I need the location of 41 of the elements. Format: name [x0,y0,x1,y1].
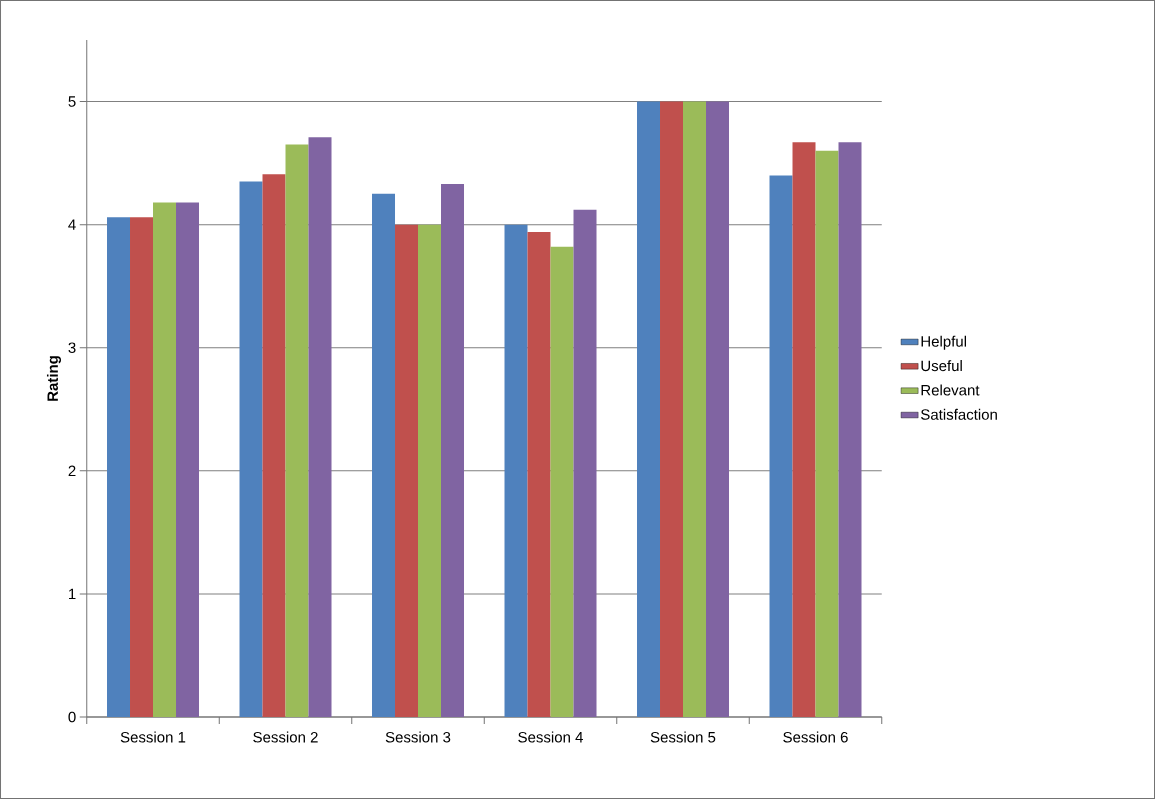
bar [285,144,309,717]
y-tick-label: 1 [69,588,76,600]
bar [660,101,684,717]
bar [176,202,200,717]
x-tick-label: Session 6 [783,731,848,743]
y-tick-label: 2 [68,465,76,477]
y-tick-label: 3 [68,342,76,354]
legend-label: Satisfaction [921,408,997,420]
x-tick-label: Session 2 [253,731,318,743]
y-tick-label: 5 [68,96,76,107]
x-tick-label: Session 4 [518,731,583,743]
bar [637,101,661,717]
bar [706,101,730,717]
x-tick-label: Session 5 [650,731,716,743]
bar [683,101,707,717]
bar [573,209,597,717]
bar [550,246,574,717]
bar [239,181,263,717]
bar [107,217,131,717]
y-axis-title: Rating [46,356,62,401]
y-tick-label: 0 [68,711,76,723]
x-tick-label: Session 1 [120,731,186,743]
bar [130,217,154,717]
bar [395,224,419,717]
legend-label: Useful [921,360,962,372]
bar [815,150,839,717]
bar [372,193,396,717]
bar [308,137,332,717]
legend-label: Helpful [921,335,966,350]
bar [153,202,177,717]
x-tick-label: Session 3 [385,731,451,743]
bar [418,224,442,717]
bar [441,184,465,717]
bar [769,175,793,717]
y-tick-label: 4 [68,219,76,230]
bar [527,232,551,717]
bar [838,142,862,717]
bar [792,142,816,717]
bar [262,174,286,717]
legend-label: Relevant [921,384,980,396]
bar [504,224,528,717]
